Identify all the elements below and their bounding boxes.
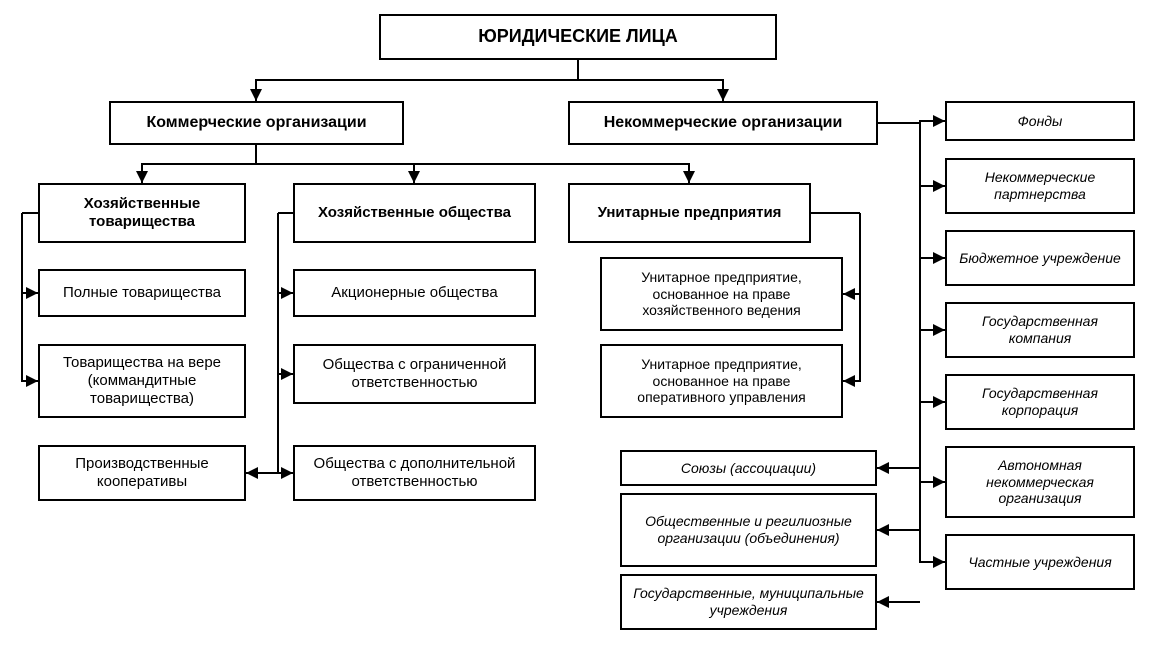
node-ho: Хозяйственные общества [293, 183, 536, 243]
node-nc2: Некоммерческие партнерства [945, 158, 1135, 214]
connector [920, 123, 945, 482]
connector [843, 213, 860, 294]
node-up2: Унитарное предприятие, основанное на пра… [600, 344, 843, 418]
node-ht2: Товарищества на вере (коммандитные товар… [38, 344, 246, 418]
connector [256, 145, 414, 183]
node-up1: Унитарное предприятие, основанное на пра… [600, 257, 843, 331]
connector [843, 213, 860, 381]
node-ho3: Общества с дополнительной ответственност… [293, 445, 536, 501]
connector [278, 213, 293, 374]
node-ht3: Производственные кооперативы [38, 445, 246, 501]
node-root: ЮРИДИЧЕСКИЕ ЛИЦА [379, 14, 777, 60]
connector [256, 145, 689, 183]
connector [920, 123, 945, 402]
node-nc5: Государственная корпорация [945, 374, 1135, 430]
connector [278, 213, 293, 473]
node-ht: Хозяйственные товарищества [38, 183, 246, 243]
connector [920, 123, 945, 562]
connector [878, 121, 945, 123]
connector [22, 213, 38, 293]
node-nc6: Автономная некоммерческая организация [945, 446, 1135, 518]
connector [920, 123, 945, 258]
connector [920, 123, 945, 330]
node-comm: Коммерческие организации [109, 101, 404, 145]
node-ht1: Полные товарищества [38, 269, 246, 317]
node-gr3: Государственные, муниципальные учреждени… [620, 574, 877, 630]
node-nc7: Частные учреждения [945, 534, 1135, 590]
node-ho2: Общества с ограниченной ответственностью [293, 344, 536, 404]
connector [22, 213, 38, 381]
connector [256, 60, 578, 101]
node-noncomm: Некоммерческие организации [568, 101, 878, 145]
node-ho1: Акционерные общества [293, 269, 536, 317]
node-nc1: Фонды [945, 101, 1135, 141]
connector [142, 145, 256, 183]
node-gr2: Общественные и регилиозные организации (… [620, 493, 877, 567]
node-gr1: Союзы (ассоциации) [620, 450, 877, 486]
connector [278, 213, 293, 293]
connector [920, 123, 945, 186]
node-nc4: Государственная компания [945, 302, 1135, 358]
connector [578, 60, 723, 101]
node-up: Унитарные предприятия [568, 183, 811, 243]
node-nc3: Бюджетное учреждение [945, 230, 1135, 286]
